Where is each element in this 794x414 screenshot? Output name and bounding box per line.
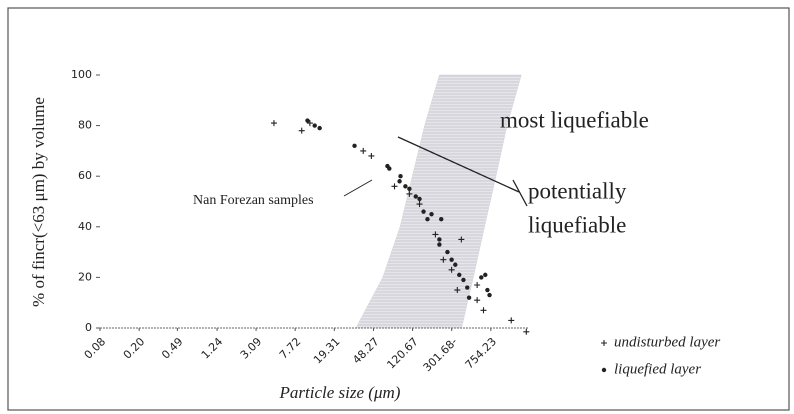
point — [508, 317, 515, 324]
point — [425, 217, 430, 222]
point — [398, 174, 403, 179]
point — [445, 249, 450, 255]
point — [432, 231, 439, 238]
y-tick-label: 80 — [78, 119, 92, 132]
x-tick-label: 0.49 — [159, 335, 186, 362]
point — [449, 257, 454, 262]
point — [439, 217, 444, 222]
point — [485, 287, 490, 293]
point — [312, 123, 317, 128]
point — [480, 307, 487, 314]
point — [421, 209, 426, 214]
point — [397, 179, 402, 184]
point — [298, 127, 305, 134]
legend-marker — [601, 367, 607, 373]
point — [474, 281, 481, 288]
x-tick-label: 0.08 — [82, 335, 109, 362]
point — [352, 143, 357, 149]
y-tick-label: 40 — [78, 220, 92, 233]
annotation: most liquefiable — [500, 107, 649, 132]
x-tick-label: 3.09 — [238, 335, 265, 362]
point — [483, 272, 488, 278]
x-tick-label: 0.20 — [121, 335, 148, 362]
point — [368, 152, 375, 159]
legend-marker — [601, 340, 607, 346]
liquefiable-region — [355, 74, 522, 329]
y-tick-label: 60 — [78, 169, 92, 182]
x-tick-label: 754.23 — [463, 335, 499, 371]
y-axis-title: % of fincr(<63 μm) by volume — [29, 97, 48, 307]
point — [437, 237, 442, 242]
point — [487, 292, 492, 298]
x-axis-title: Particle size (μm) — [279, 383, 401, 402]
point — [305, 118, 310, 123]
point — [453, 262, 458, 267]
point — [474, 297, 481, 304]
point — [416, 201, 423, 208]
point — [458, 236, 465, 243]
annotation: liquefiable — [528, 212, 626, 237]
x-tick-label: 301.68- — [421, 335, 460, 374]
frame — [7, 7, 790, 411]
pointer-line — [397, 136, 520, 193]
x-tick-label: 7.72 — [277, 335, 304, 362]
point — [465, 285, 470, 290]
legend-label: liquefied layer — [614, 361, 701, 377]
x-tick-label: 19.31 — [311, 335, 342, 366]
x-tick-label: 48.27 — [350, 335, 381, 366]
point — [317, 125, 322, 131]
point — [466, 295, 472, 300]
point — [440, 256, 447, 263]
point — [306, 120, 313, 127]
x-tick-label: 120.67 — [384, 335, 420, 371]
point — [360, 147, 367, 154]
point — [403, 184, 408, 189]
point — [407, 186, 412, 192]
point — [406, 190, 413, 197]
point — [270, 120, 277, 127]
y-tick-label: 0 — [85, 321, 92, 334]
point — [454, 287, 461, 294]
point — [448, 266, 455, 273]
point — [429, 211, 434, 217]
point — [457, 272, 462, 278]
legend-label: undisturbed layer — [614, 334, 720, 350]
point — [437, 242, 442, 247]
y-tick-label: 100 — [71, 68, 92, 81]
point — [523, 328, 530, 335]
y-tick-label: 20 — [78, 270, 92, 283]
x-tick-label: 1.24 — [199, 335, 226, 362]
annotation: potentially — [528, 178, 627, 203]
point — [387, 166, 392, 171]
point — [479, 275, 484, 280]
point — [391, 183, 398, 190]
point — [413, 194, 418, 199]
pointer-line — [343, 179, 373, 197]
point — [417, 196, 422, 202]
point — [461, 277, 466, 283]
annotation: Nan Forezan samples — [193, 193, 314, 208]
pointer-line — [512, 179, 528, 207]
